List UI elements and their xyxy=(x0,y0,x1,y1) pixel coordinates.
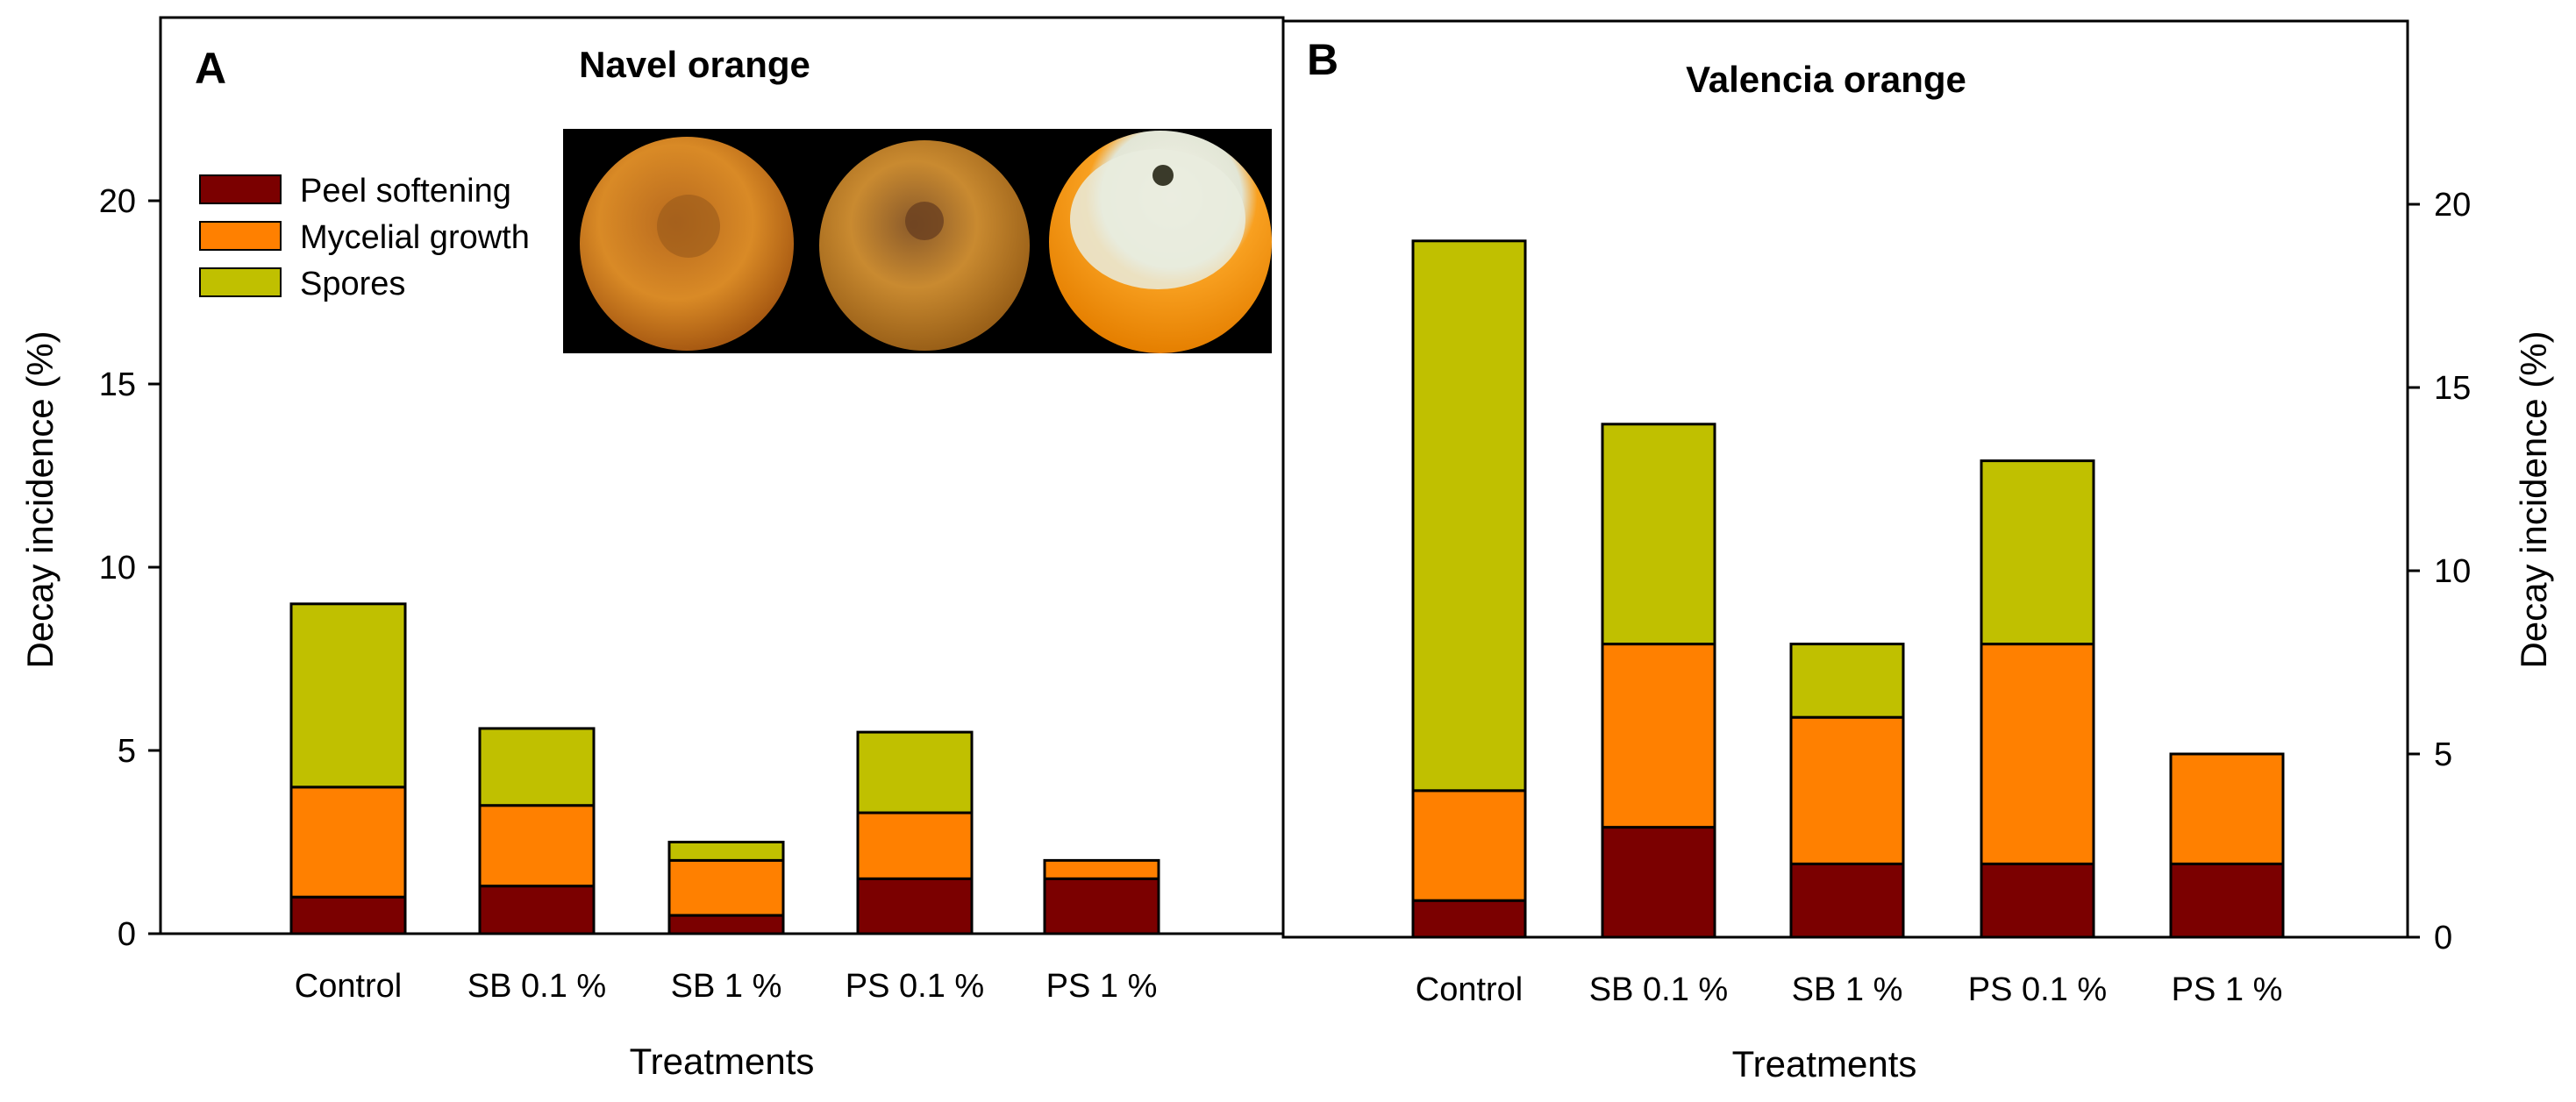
bar-peel-softening xyxy=(667,914,785,935)
bar-peel-softening xyxy=(1043,877,1160,935)
x-category-label: PS 1 % xyxy=(1046,968,1158,1005)
bar-peel-softening xyxy=(1601,826,1716,939)
bar-spores xyxy=(1411,239,1527,793)
bar-peel-softening xyxy=(2169,862,2285,939)
bar-spores xyxy=(1789,643,1905,719)
bar-peel-softening xyxy=(1789,862,1905,939)
y-tick-label: 20 xyxy=(99,183,136,220)
legend-swatch-mycelial-growth xyxy=(199,221,282,251)
bar-spores xyxy=(1980,459,2095,646)
y-tick-label: 15 xyxy=(99,366,136,403)
y-tick-label: 10 xyxy=(2434,553,2471,590)
y-tick-label: 10 xyxy=(99,550,136,587)
legend-swatch-peel-softening xyxy=(199,174,282,204)
panel-b-x-axis: Control SB 0.1 % SB 1 % PS 0.1 % PS 1 % xyxy=(1416,971,2283,1008)
bar-mycelial-growth xyxy=(478,804,596,888)
panel-b-y-axis-title: Decay incidence (%) xyxy=(2513,331,2554,668)
legend-label-spores: Spores xyxy=(300,266,405,302)
x-category-label: PS 0.1 % xyxy=(846,968,984,1005)
peel-softening-fruit xyxy=(580,137,794,351)
bar-peel-softening xyxy=(289,895,407,935)
panel-b-x-axis-title: Treatments xyxy=(1732,1043,1917,1084)
bar-peel-softening xyxy=(478,885,596,935)
x-category-label: PS 0.1 % xyxy=(1968,971,2107,1008)
panel-b-chart: B Valencia orange 0 5 10 15 20 Control SB 0.1… xyxy=(1281,19,2554,1084)
bar-peel-softening xyxy=(856,877,974,935)
panel-a-chart: A Navel orange 0 5 10 15 20 Control SB 0.1 % S… xyxy=(19,16,1285,1082)
x-category-label: Control xyxy=(295,968,403,1005)
panel-a-title: Navel orange xyxy=(579,44,810,85)
panel-b-bars xyxy=(1411,239,2285,939)
bar-spores xyxy=(478,727,596,807)
x-category-label: SB 0.1 % xyxy=(467,968,606,1005)
bar-spores xyxy=(1601,423,1716,646)
bar-mycelial-growth xyxy=(1601,643,1716,829)
x-category-label: Control xyxy=(1416,971,1523,1008)
legend-swatch-spores xyxy=(199,267,282,297)
bar-mycelial-growth xyxy=(1789,715,1905,865)
y-tick-label: 0 xyxy=(118,916,136,953)
bar-mycelial-growth xyxy=(667,858,785,917)
legend: Peel softening Mycelial growth Spores xyxy=(199,173,530,302)
bar-mycelial-growth xyxy=(1411,789,1527,902)
bar-spores xyxy=(667,841,785,862)
x-category-label: PS 1 % xyxy=(2172,971,2283,1008)
bar-mycelial-growth xyxy=(856,811,974,880)
panel-a-letter: A xyxy=(195,44,226,93)
bar-peel-softening xyxy=(1411,899,1527,939)
panel-a-bars xyxy=(289,602,1160,935)
inset-photo xyxy=(563,129,1272,353)
panel-b-y-axis: 0 5 10 15 20 xyxy=(2408,187,2471,956)
bar-mycelial-growth xyxy=(2169,752,2285,865)
mycelial-growth-fruit xyxy=(819,140,1030,351)
x-category-label: SB 1 % xyxy=(671,968,782,1005)
y-tick-label: 20 xyxy=(2434,187,2471,224)
panel-b-letter: B xyxy=(1307,35,1338,84)
y-tick-label: 15 xyxy=(2434,370,2471,407)
x-category-label: SB 1 % xyxy=(1792,971,1903,1008)
bar-spores xyxy=(856,730,974,814)
x-category-label: SB 0.1 % xyxy=(1589,971,1728,1008)
bar-peel-softening xyxy=(1980,862,2095,939)
panel-a-x-axis: Control SB 0.1 % SB 1 % PS 0.1 % PS 1 % xyxy=(295,968,1158,1005)
panel-b-title: Valencia orange xyxy=(1686,59,1966,100)
y-tick-label: 5 xyxy=(2434,736,2452,773)
y-tick-label: 0 xyxy=(2434,920,2452,956)
panel-a-y-axis: 0 5 10 15 20 xyxy=(99,183,161,953)
bar-mycelial-growth xyxy=(1980,643,2095,865)
bar-spores xyxy=(289,602,407,789)
legend-label-mycelial-growth: Mycelial growth xyxy=(300,219,530,256)
y-tick-label: 5 xyxy=(118,733,136,770)
bar-mycelial-growth xyxy=(1043,858,1160,880)
panel-a-y-axis-title: Decay incidence (%) xyxy=(19,331,61,668)
sporulating-fruit xyxy=(1049,131,1272,353)
legend-label-peel-softening: Peel softening xyxy=(300,173,511,210)
bar-mycelial-growth xyxy=(289,786,407,899)
panel-a-x-axis-title: Treatments xyxy=(630,1041,815,1082)
